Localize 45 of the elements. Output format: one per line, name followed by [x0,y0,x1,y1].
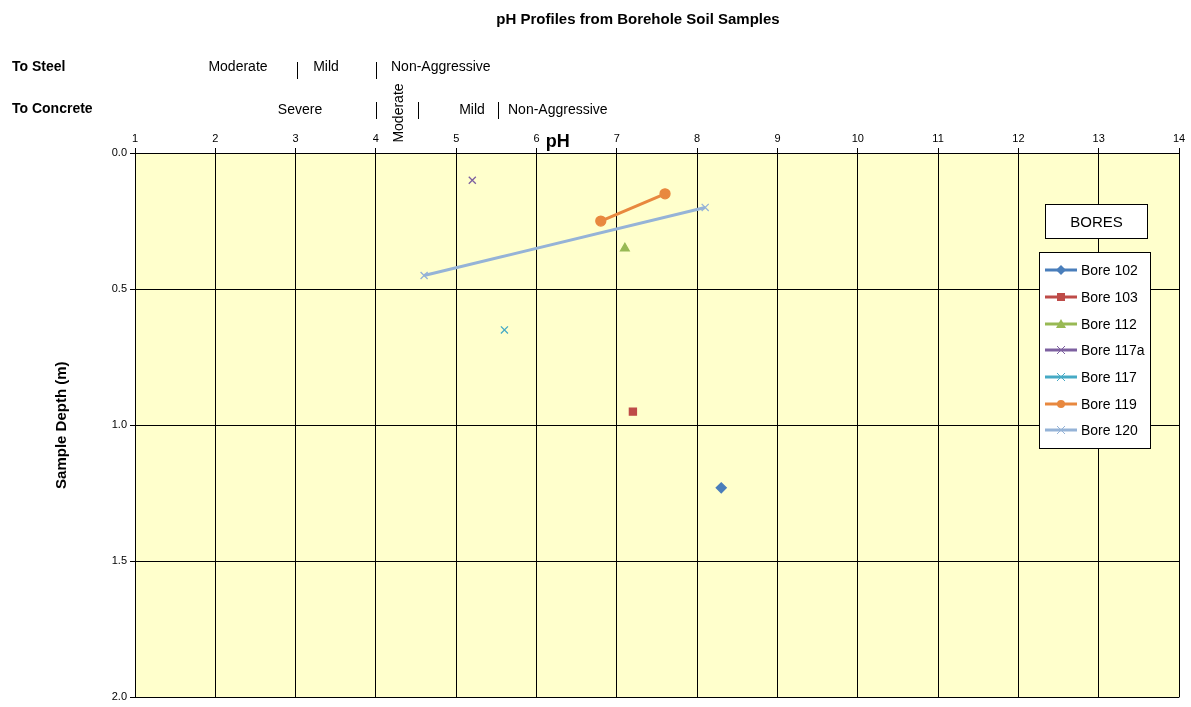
x-tick-label: 11 [932,132,944,145]
y-axis-title: Sample Depth (m) [52,361,70,489]
x-tick-label: 1 [131,132,139,145]
point [701,203,710,212]
text: To Steel [12,58,66,74]
text: To Concrete [12,100,93,116]
legend-label: Bore 119 [1081,395,1137,412]
x-tick-label: 10 [851,132,864,145]
legend-label: Bore 102 [1081,262,1138,279]
x-tick-label: 4 [372,132,379,145]
text: Severe [277,101,323,117]
point [659,188,671,200]
y-tick-label: 0.0 [111,146,127,159]
chart-title: pH Profiles from Borehole Soil Samples [495,10,781,27]
x-tick-label: 8 [694,132,701,145]
y-tick-label: 1.0 [111,418,127,431]
x-tick-label: 12 [1012,132,1025,145]
point [715,482,727,494]
x-tick-label: 13 [1092,132,1105,145]
text: Mild [313,58,339,74]
legend-label: Bore 117a [1081,342,1145,359]
legend-label: Bore 103 [1081,289,1138,306]
x-tick-label: 14 [1172,132,1186,145]
x-tick-label: 9 [774,132,781,145]
x-tick-label: 2 [212,132,219,145]
text: Non-Aggressive [391,58,491,74]
x-tick-label: 5 [453,132,460,145]
x-tick-label: 3 [292,132,299,145]
x-tick-label: 6 [533,132,540,145]
y-tick-label: 0.5 [111,282,127,295]
y-tick-label: 1.5 [111,554,127,567]
point [419,271,429,280]
text: Non-Aggressive [508,101,608,117]
y-tick-label: 2.0 [111,690,127,703]
point [595,215,607,227]
legend-label: Bore 117 [1081,369,1137,386]
x-axis-title: pH [545,130,570,151]
x-tick-label: 7 [613,132,620,145]
point [619,242,630,252]
legend-title-box: BORES [1045,204,1148,239]
text: Moderate [208,58,268,74]
legend-label: Bore 112 [1081,315,1137,332]
text: Mild [459,101,485,117]
text: Moderate [390,83,406,143]
legend-label: Bore 120 [1081,422,1138,439]
